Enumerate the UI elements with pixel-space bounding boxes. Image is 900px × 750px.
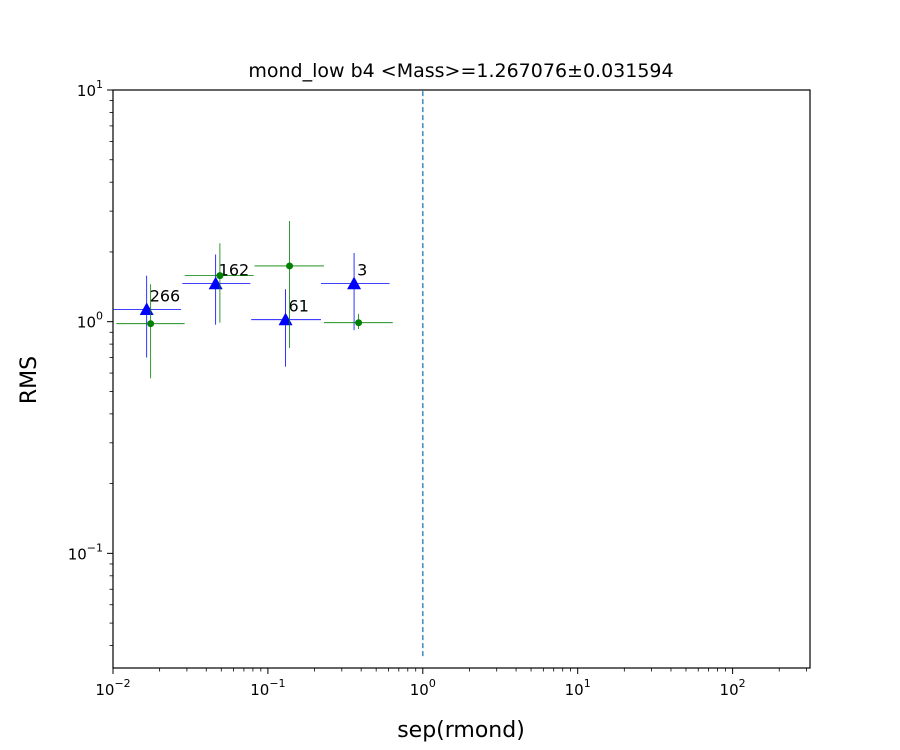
y-axis-label: RMS <box>17 356 42 404</box>
x-tick-label: 100 <box>410 677 436 699</box>
circle-marker <box>147 320 155 328</box>
chart-title: mond_low b4 <Mass>=1.267076±0.031594 <box>248 60 673 82</box>
x-tick-label: 102 <box>720 677 746 699</box>
x-tick-label: 10−2 <box>95 677 130 699</box>
circle-marker <box>355 319 363 327</box>
x-tick-label: 10−1 <box>250 677 285 699</box>
y-tick-label: 101 <box>77 78 103 100</box>
point-label: 266 <box>150 286 181 305</box>
x-axis-label: sep(rmond) <box>397 718 525 743</box>
triangle-marker <box>139 302 154 315</box>
circle-marker <box>216 272 224 280</box>
ticks: 10−2 10−1 100 101 102 10−1 100 101 <box>68 78 807 699</box>
triangle-marker <box>347 276 362 290</box>
y-tick-label: 100 <box>77 310 103 332</box>
triangle-marker <box>278 312 293 326</box>
y-tick-label: 10−1 <box>68 541 103 563</box>
point-label: 61 <box>289 297 309 316</box>
plot-area: 266 162 61 3 <box>113 90 424 657</box>
axes-frame <box>112 89 811 669</box>
point-label: 162 <box>219 261 250 280</box>
circle-marker <box>286 262 294 270</box>
triangle-marker <box>208 276 223 290</box>
point-label: 3 <box>357 261 367 280</box>
x-tick-label: 101 <box>565 677 591 699</box>
